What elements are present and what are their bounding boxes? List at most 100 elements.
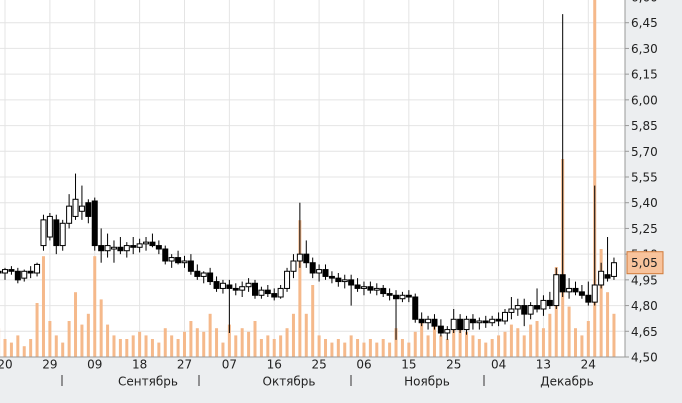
volume-bar [16, 335, 20, 357]
candle-body [27, 270, 34, 274]
candle-body [8, 269, 15, 272]
candle-body [181, 260, 188, 264]
candle-body [91, 200, 98, 247]
volume-bar [420, 321, 424, 357]
y-tick-label: 5,70 [631, 145, 658, 159]
candle-body [53, 219, 60, 247]
candle-body [450, 318, 457, 331]
candle-body [136, 243, 143, 248]
candle-body [175, 257, 182, 264]
volume-bar [586, 321, 590, 357]
candle-body [585, 294, 592, 303]
volume-bar [74, 292, 78, 357]
volume-bar [477, 339, 481, 357]
volume-bar [208, 313, 212, 357]
volume-bar [522, 335, 526, 357]
volume-bar [189, 321, 193, 357]
volume-bar [266, 335, 270, 357]
candle-body [187, 260, 194, 272]
volume-bar [400, 339, 404, 357]
candle-body [469, 318, 476, 324]
candle-body [72, 198, 79, 217]
volume-bar [29, 339, 33, 357]
last-price-box [626, 251, 664, 275]
candle-body [559, 274, 566, 293]
volume-bar [163, 328, 167, 357]
volume-bar [484, 342, 488, 357]
y-tick-label: 6,30 [631, 42, 658, 56]
volume-bar [272, 339, 276, 357]
volume-bar [253, 321, 257, 357]
volume-bar [599, 249, 603, 357]
candle-body [78, 205, 85, 212]
volume-bar [554, 267, 558, 357]
x-tick-label: 13 [536, 358, 551, 372]
candle-body [546, 299, 553, 307]
candle-body [34, 263, 41, 274]
volume-bar [535, 321, 539, 357]
candle-body [117, 246, 124, 252]
candle-body [85, 202, 92, 217]
y-tick-label: 4,95 [631, 273, 658, 287]
y-tick-label: 6,60 [631, 0, 658, 5]
candle-body [553, 274, 560, 307]
candle-body [296, 253, 303, 262]
volume-bar [362, 342, 366, 357]
candle-body [457, 318, 464, 331]
volume-bar [125, 339, 129, 357]
candle-body [566, 287, 573, 293]
candle-body [213, 281, 220, 289]
month-label: Октябрь [263, 375, 316, 389]
candle-body [207, 272, 214, 283]
volume-bar [138, 331, 142, 357]
candle-body [501, 311, 508, 322]
y-tick-label: 5,40 [631, 196, 658, 210]
candle-body [149, 241, 156, 247]
y-tick-label: 6,00 [631, 93, 658, 107]
candle-body [393, 294, 400, 300]
candle-body [130, 245, 137, 248]
candle-body [572, 287, 579, 293]
volume-bar [112, 335, 116, 357]
candle-body [437, 325, 444, 334]
volume-bar [465, 331, 469, 357]
candle-body [162, 248, 169, 262]
month-label: Декабрь [540, 375, 593, 389]
candle-body [508, 308, 515, 313]
candle-body [2, 269, 9, 274]
candle-body [0, 270, 2, 274]
volume-bar [458, 321, 462, 357]
volume-bar [426, 335, 430, 357]
candle-body [534, 305, 541, 310]
candle-body [168, 257, 175, 262]
volume-bar [330, 342, 334, 357]
y-tick-label: 5,55 [631, 171, 658, 185]
candle-body [303, 253, 310, 264]
x-tick-label: 20 [0, 358, 13, 372]
volume-bar [80, 324, 84, 357]
volume-bar [195, 328, 199, 357]
candle-body [239, 286, 246, 291]
volume-bar [54, 335, 58, 357]
candle-body [98, 245, 105, 252]
candle-body [578, 291, 585, 296]
volume-bar [503, 331, 507, 357]
volume-bar [324, 339, 328, 357]
candle-body [604, 274, 611, 279]
volume-bar [118, 339, 122, 357]
x-tick-label: 27 [177, 358, 192, 372]
volume-bar [304, 313, 308, 357]
volume-bar [106, 324, 110, 357]
candle-body [360, 286, 367, 289]
candle-body [598, 270, 605, 286]
candle-body [290, 260, 297, 272]
volume-bar [48, 321, 52, 357]
candle-body [527, 305, 534, 315]
volume-bar [86, 313, 90, 357]
volume-bar [574, 328, 577, 357]
y-tick-label: 4,80 [631, 299, 658, 313]
y-tick-label: 6,15 [631, 68, 658, 82]
x-tick-label: 29 [42, 358, 57, 372]
volume-bar [279, 335, 283, 357]
